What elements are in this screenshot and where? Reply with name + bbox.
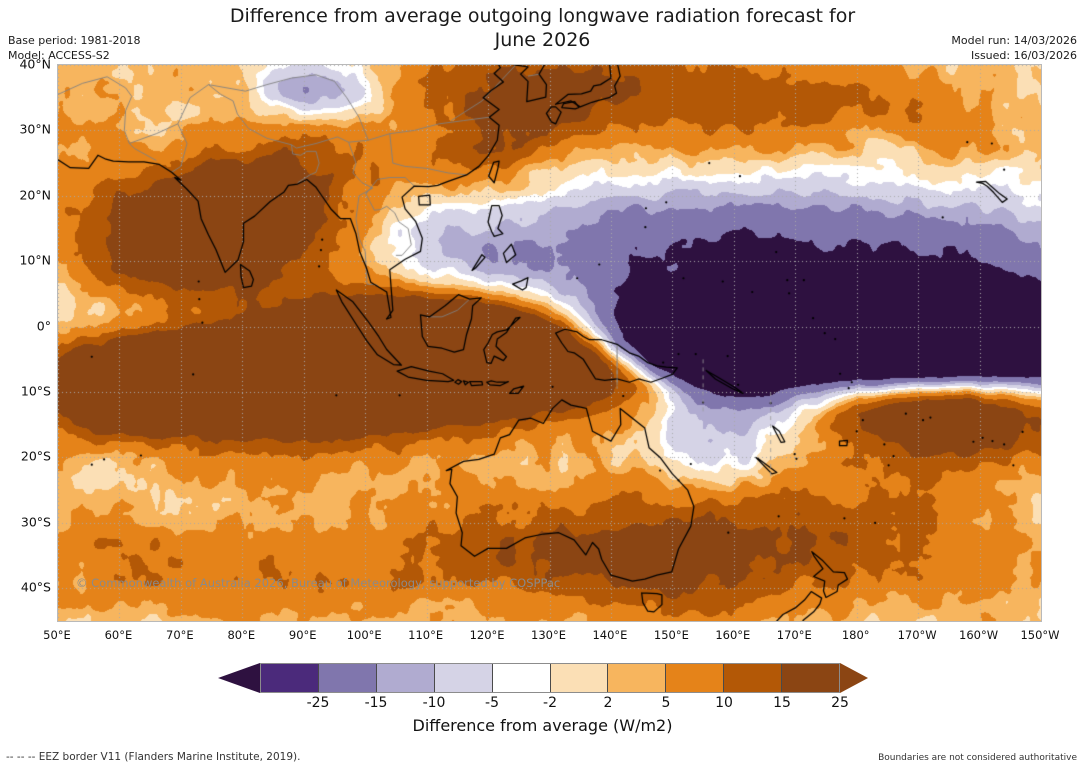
title-line-1: Difference from average outgoing longwav… [229,5,856,27]
page-title: Difference from average outgoing longwav… [0,4,1085,52]
latitude-tick-label: 10°N [19,252,51,268]
metadata-right: Model run: 14/03/2026 Issued: 16/03/2026 [951,33,1077,63]
colorbar-over-arrow [840,663,868,693]
colorbar-tick-label: 15 [773,695,791,711]
longitude-tick-label: 150°W [1020,628,1060,642]
colorbar-tick-label: 5 [661,695,671,711]
map-plot-area: © Commonwealth of Australia 2026, Bureau… [57,64,1042,622]
longitude-tick-label: 160°E [715,628,751,642]
anomaly-contour-map [58,65,1041,621]
longitude-tick-label: 110°E [408,628,444,642]
longitude-tick-label: 170°W [897,628,937,642]
colorbar-tick-label: -5 [485,695,499,711]
latitude-tick-label: 30°S [20,514,51,530]
colorbar-tick-label: -15 [364,695,388,711]
colorbar-swatch [318,664,377,692]
colorbar-swatch [434,664,493,692]
colorbar-container: -25 -15 -10 -5 -2 2 5 10 15 25 [0,663,1085,711]
colorbar-swatch [261,664,319,692]
base-period-text: Base period: 1981-2018 [8,34,141,47]
colorbar-under-arrow [218,663,260,693]
footer-boundaries-note: Boundaries are not considered authoritat… [878,753,1077,763]
latitude-tick-label: 40°S [20,579,51,595]
colorbar-tick-label: 2 [603,695,613,711]
colorbar-swatch [608,664,667,692]
colorbar-tick-label: 10 [715,695,733,711]
latitude-tick-label: 20°N [19,187,51,203]
colorbar-swatch [550,664,609,692]
longitude-tick-label: 80°E [227,628,256,642]
footer-eez-note: -- -- -- EEZ border V11 (Flanders Marine… [6,751,301,763]
colorbar-label: Difference from average (W/m2) [412,716,673,735]
title-line-2: June 2026 [494,29,591,51]
longitude-tick-label: 130°E [531,628,566,642]
longitude-tick-label: 120°E [469,628,505,642]
longitude-tick-label: 60°E [104,628,133,642]
model-text: Model: ACCESS-S2 [8,49,110,62]
metadata-left: Base period: 1981-2018 Model: ACCESS-S2 [8,33,140,63]
colorbar-swatch [782,664,840,692]
colorbar-swatch [666,664,725,692]
longitude-tick-label: 50°E [43,628,71,642]
latitude-tick-label: 30°N [19,121,51,137]
longitude-tick-label: 140°E [592,628,628,642]
longitude-tick-label: 170°E [776,628,812,642]
model-run-text: Model run: 14/03/2026 [951,34,1077,47]
colorbar-tick-label: 25 [831,695,849,711]
longitude-tick-label: 150°E [653,628,689,642]
colorbar-tick-label: -2 [543,695,557,711]
latitude-tick-label: 10°S [20,383,51,399]
latitude-tick-label: 20°S [20,448,51,464]
colorbar [260,663,840,693]
latitude-tick-label: 0° [36,318,51,334]
colorbar-tick-label: -10 [422,695,446,711]
colorbar-swatch [376,664,435,692]
longitude-tick-label: 160°W [959,628,999,642]
longitude-tick-label: 180° [841,628,870,642]
longitude-tick-label: 90°E [288,628,317,642]
issued-text: Issued: 16/03/2026 [970,49,1077,62]
colorbar-swatch [724,664,783,692]
longitude-tick-label: 70°E [166,628,194,642]
longitude-tick-label: 100°E [346,628,382,642]
colorbar-tick-label: -25 [306,695,330,711]
copyright-watermark: © Commonwealth of Australia 2026, Bureau… [76,576,561,590]
colorbar-swatch [492,664,551,692]
